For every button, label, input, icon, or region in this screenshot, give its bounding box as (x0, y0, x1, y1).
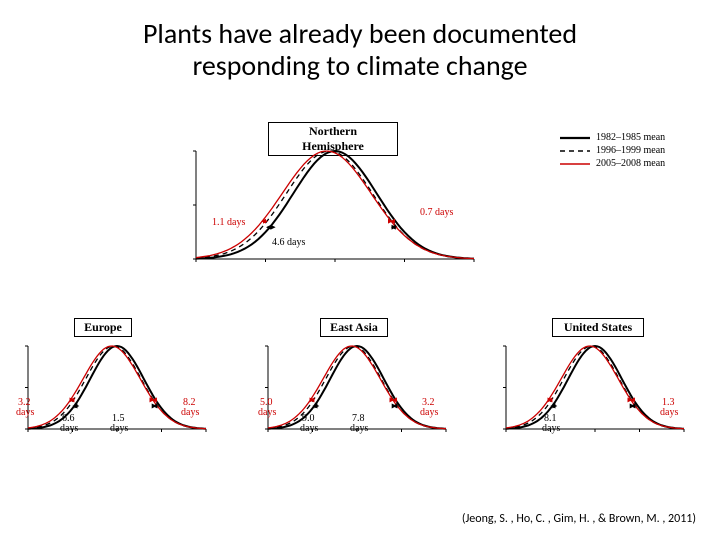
annotation: days (16, 408, 34, 418)
legend-label: 1996–1999 mean (596, 145, 665, 156)
annotation: days (300, 424, 318, 434)
panel-label-united-states: United States (552, 318, 644, 337)
citation: (Jeong, S. , Ho, C. , Gim, H. , & Brown,… (462, 512, 696, 526)
legend-label: 2005–2008 mean (596, 158, 665, 169)
annotation: 0.7 days (420, 208, 453, 218)
annotation: days (60, 424, 78, 434)
annotation: days (181, 408, 199, 418)
legend-item: 1996–1999 mean (560, 145, 665, 156)
legend-swatch (560, 146, 590, 156)
title-line1: Plants have already been documented (143, 16, 577, 51)
title-line2: responding to climate change (192, 48, 527, 83)
annotation: days (542, 424, 560, 434)
annotation: days (258, 408, 276, 418)
legend-item: 1982–1985 mean (560, 132, 665, 143)
annotation: 1.1 days (212, 218, 245, 228)
panel-label-europe: Europe (74, 318, 132, 337)
panel-label-east-asia: East Asia (320, 318, 388, 337)
legend-label: 1982–1985 mean (596, 132, 665, 143)
legend-swatch (560, 159, 590, 169)
annotation: days (420, 408, 438, 418)
legend-swatch (560, 133, 590, 143)
slide-title: Plants have already been documented resp… (0, 0, 720, 82)
annotation: days (110, 424, 128, 434)
legend-item: 2005–2008 mean (560, 158, 665, 169)
legend: 1982–1985 mean 1996–1999 mean 2005–2008 … (560, 132, 665, 171)
annotation: days (660, 408, 678, 418)
annotation: days (350, 424, 368, 434)
chart-united-states (500, 340, 690, 440)
annotation: 4.6 days (272, 238, 305, 248)
